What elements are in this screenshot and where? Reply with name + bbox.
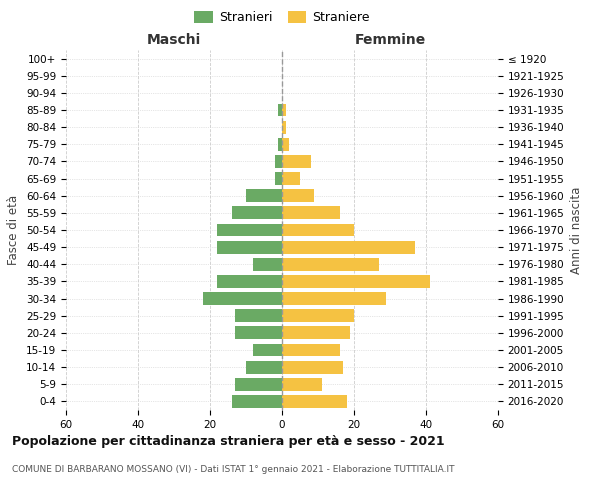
Bar bbox=[246, 360, 282, 374]
Bar bbox=[275, 155, 282, 168]
Bar bbox=[282, 292, 386, 305]
Text: Femmine: Femmine bbox=[355, 32, 425, 46]
Bar bbox=[282, 275, 430, 288]
Bar bbox=[282, 360, 343, 374]
Text: Maschi: Maschi bbox=[147, 32, 201, 46]
Bar bbox=[217, 240, 282, 254]
Bar bbox=[282, 378, 322, 390]
Bar bbox=[232, 395, 282, 408]
Bar bbox=[282, 155, 311, 168]
Bar bbox=[282, 395, 347, 408]
Bar bbox=[282, 120, 286, 134]
Bar bbox=[282, 344, 340, 356]
Bar bbox=[232, 206, 282, 220]
Bar bbox=[217, 224, 282, 236]
Bar bbox=[253, 344, 282, 356]
Bar bbox=[203, 292, 282, 305]
Bar bbox=[278, 104, 282, 117]
Bar bbox=[253, 258, 282, 270]
Bar bbox=[282, 310, 354, 322]
Bar bbox=[235, 310, 282, 322]
Bar bbox=[235, 378, 282, 390]
Bar bbox=[282, 224, 354, 236]
Bar bbox=[282, 206, 340, 220]
Text: Popolazione per cittadinanza straniera per età e sesso - 2021: Popolazione per cittadinanza straniera p… bbox=[12, 435, 445, 448]
Text: COMUNE DI BARBARANO MOSSANO (VI) - Dati ISTAT 1° gennaio 2021 - Elaborazione TUT: COMUNE DI BARBARANO MOSSANO (VI) - Dati … bbox=[12, 465, 455, 474]
Y-axis label: Fasce di età: Fasce di età bbox=[7, 195, 20, 265]
Bar bbox=[282, 138, 289, 150]
Bar bbox=[217, 275, 282, 288]
Bar bbox=[282, 258, 379, 270]
Y-axis label: Anni di nascita: Anni di nascita bbox=[570, 186, 583, 274]
Bar bbox=[282, 172, 300, 185]
Bar bbox=[282, 190, 314, 202]
Legend: Stranieri, Straniere: Stranieri, Straniere bbox=[194, 11, 370, 24]
Bar bbox=[282, 104, 286, 117]
Bar bbox=[282, 326, 350, 340]
Bar bbox=[235, 326, 282, 340]
Bar bbox=[282, 240, 415, 254]
Bar bbox=[278, 138, 282, 150]
Bar bbox=[246, 190, 282, 202]
Bar bbox=[275, 172, 282, 185]
